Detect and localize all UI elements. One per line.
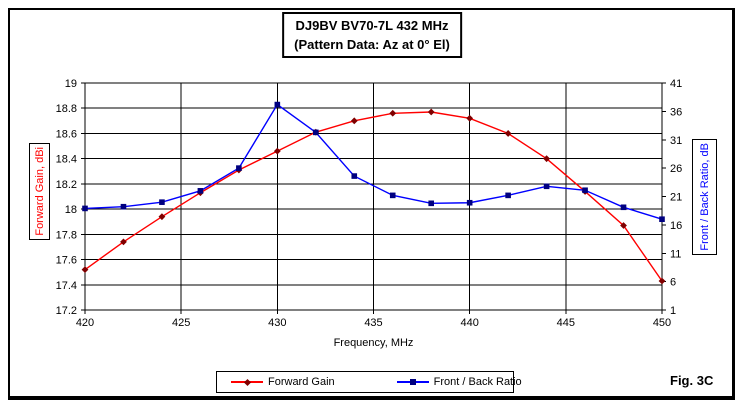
forward-gain-line-sample	[231, 378, 263, 386]
chart-title-box: DJ9BV BV70-7L 432 MHz (Pattern Data: Az …	[282, 12, 462, 58]
left-axis-title: Forward Gain, dBi	[29, 143, 50, 240]
svg-text:420: 420	[76, 317, 94, 329]
svg-text:18: 18	[65, 204, 77, 216]
figure-number: Fig. 3C	[670, 373, 714, 388]
svg-text:6: 6	[670, 277, 676, 289]
figure-frame	[8, 8, 735, 400]
x-axis-title: Frequency, MHz	[333, 337, 414, 349]
svg-text:17.4: 17.4	[56, 280, 77, 292]
svg-text:11: 11	[670, 248, 681, 260]
svg-text:440: 440	[460, 317, 478, 329]
legend-label-front-back-ratio: Front / Back Ratio	[433, 376, 522, 388]
chart-title-line1: DJ9BV BV70-7L 432 MHz	[295, 18, 449, 33]
chart-title-line2: (Pattern Data: Az at 0° El)	[294, 37, 450, 52]
svg-text:41: 41	[670, 78, 682, 90]
svg-text:18.6: 18.6	[56, 128, 77, 140]
svg-text:450: 450	[653, 317, 671, 329]
legend-label-forward-gain: Forward Gain	[268, 376, 335, 388]
svg-text:430: 430	[268, 317, 286, 329]
diamond-marker-icon	[243, 378, 251, 386]
front-back-ratio-line-sample	[396, 378, 429, 386]
svg-text:445: 445	[557, 317, 575, 329]
svg-text:16: 16	[670, 220, 682, 232]
svg-text:435: 435	[364, 317, 382, 329]
svg-text:26: 26	[670, 163, 682, 175]
legend-item-forward-gain: Forward Gain	[231, 376, 335, 388]
right-axis-title: Front / Back Ratio, dB	[692, 139, 717, 255]
svg-text:17.2: 17.2	[56, 305, 77, 317]
svg-text:1: 1	[670, 305, 676, 317]
legend: Forward Gain Front / Back Ratio	[216, 371, 522, 393]
svg-text:36: 36	[670, 106, 682, 118]
legend-item-front-back-ratio: Front / Back Ratio	[396, 376, 522, 388]
svg-text:425: 425	[172, 317, 190, 329]
svg-text:18.4: 18.4	[56, 154, 77, 166]
svg-text:17.8: 17.8	[56, 229, 77, 241]
svg-text:18.8: 18.8	[56, 103, 77, 115]
svg-text:19: 19	[65, 78, 77, 90]
svg-text:21: 21	[670, 192, 682, 204]
svg-text:17.6: 17.6	[56, 255, 77, 267]
svg-text:18.2: 18.2	[56, 179, 77, 191]
svg-text:31: 31	[670, 135, 682, 147]
square-marker-icon	[409, 379, 416, 385]
